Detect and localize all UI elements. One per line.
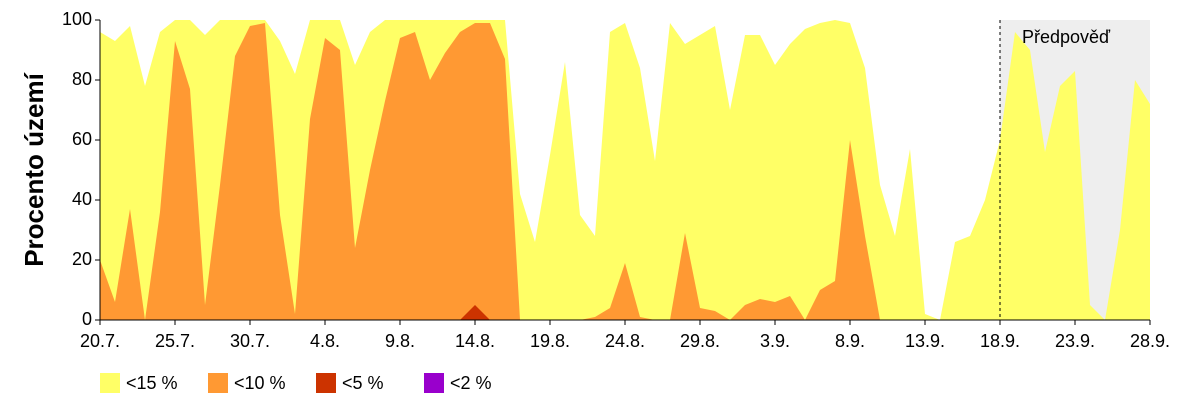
y-tick-label: 0 bbox=[82, 309, 92, 329]
x-tick-label: 13.9. bbox=[905, 331, 945, 351]
x-tick-label: 18.9. bbox=[980, 331, 1020, 351]
x-tick-label: 28.9. bbox=[1130, 331, 1170, 351]
x-tick-label: 8.9. bbox=[835, 331, 865, 351]
x-tick-label: 4.8. bbox=[310, 331, 340, 351]
y-tick-label: 60 bbox=[72, 129, 92, 149]
x-tick-label: 24.8. bbox=[605, 331, 645, 351]
x-tick-label: 20.7. bbox=[80, 331, 120, 351]
legend-label: <10 % bbox=[234, 373, 286, 393]
y-axis-title: Procento území bbox=[19, 72, 49, 266]
x-tick-label: 23.9. bbox=[1055, 331, 1095, 351]
x-tick-label: 9.8. bbox=[385, 331, 415, 351]
y-tick-label: 20 bbox=[72, 249, 92, 269]
legend-label: <2 % bbox=[450, 373, 492, 393]
y-tick-label: 100 bbox=[62, 9, 92, 29]
x-tick-label: 29.8. bbox=[680, 331, 720, 351]
legend-swatch bbox=[208, 373, 228, 393]
x-tick-label: 14.8. bbox=[455, 331, 495, 351]
x-tick-label: 19.8. bbox=[530, 331, 570, 351]
y-tick-label: 80 bbox=[72, 69, 92, 89]
y-tick-label: 40 bbox=[72, 189, 92, 209]
area bbox=[100, 23, 1150, 320]
legend-swatch bbox=[424, 373, 444, 393]
x-tick-label: 3.9. bbox=[760, 331, 790, 351]
legend-swatch bbox=[100, 373, 120, 393]
x-tick-label: 25.7. bbox=[155, 331, 195, 351]
x-tick-label: 30.7. bbox=[230, 331, 270, 351]
legend-label: <5 % bbox=[342, 373, 384, 393]
legend-label: <15 % bbox=[126, 373, 178, 393]
legend-swatch bbox=[316, 373, 336, 393]
forecast-label: Předpověď bbox=[1022, 27, 1111, 47]
